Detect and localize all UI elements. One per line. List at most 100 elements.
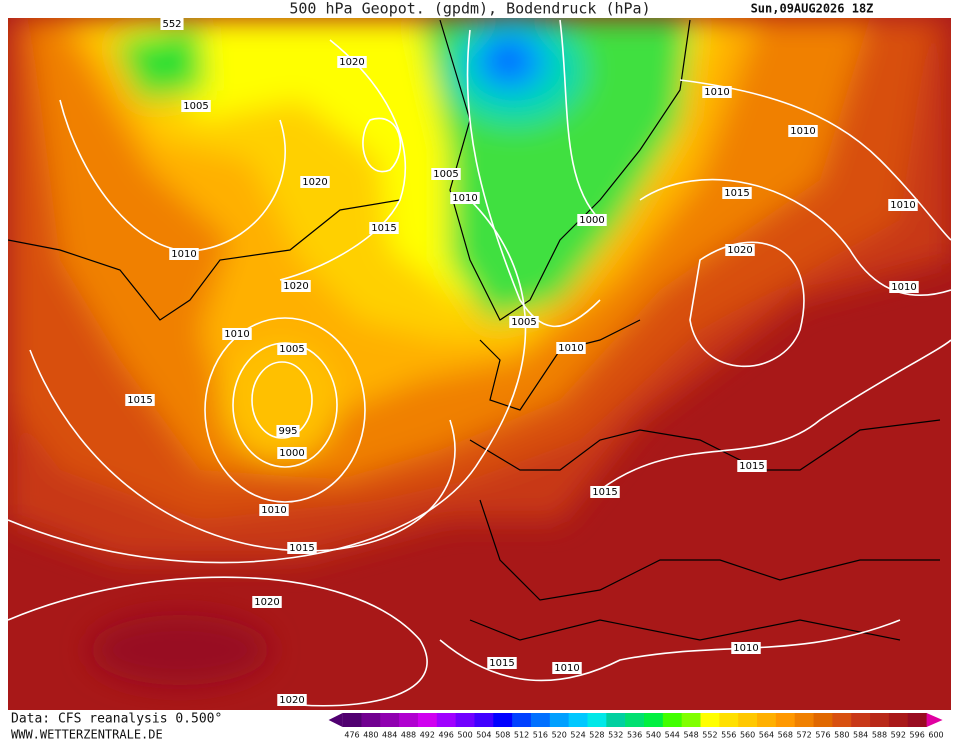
colorbar-tick-label: 532 [608,731,623,740]
isobar-label-box [181,100,211,112]
isobar-label-box [222,328,252,340]
isobar-label-box [590,486,620,498]
website: WWW.WETTERZENTRALE.DE [11,728,163,742]
isobar-label-box [450,192,480,204]
isobar-label-box [276,425,300,437]
colorbar-tick-label: 496 [439,731,454,740]
isobar-label: 1005 [279,344,304,355]
colorbar-tick-label: 548 [683,731,698,740]
isobar-label-box [169,248,199,260]
colorbar-segment [719,713,739,727]
isobar-label: 1010 [554,663,579,674]
colorbar-segment [399,713,419,727]
isobar-label: 1005 [433,169,458,180]
isobar-label: 1010 [452,193,477,204]
isobar-label-box [788,125,818,137]
valid-time: Sun,09AUG2026 18Z [751,2,874,16]
colorbar-tick-label: 588 [872,731,887,740]
data-source: Data: CFS reanalysis 0.500° [11,712,222,727]
colorbar-segment [342,713,362,727]
isobar-label: 1020 [727,245,752,256]
isobar-label-box [737,460,767,472]
colorbar-tick-label: 516 [533,731,548,740]
coastlines [8,19,941,641]
isobar-label: 1010 [558,343,583,354]
colorbar-segment [625,713,645,727]
colorbar-tick-label: 508 [495,731,510,740]
colorbar-tick-label: 596 [910,731,925,740]
isobar-label: 1020 [279,695,304,706]
colorbar-tick-label: 560 [740,731,755,740]
isobar-label-box [556,342,586,354]
colorbar-segment [568,713,588,727]
colorbar-segment [530,713,551,727]
isobar-label: 1020 [283,281,308,292]
colorbar-segment [474,713,494,727]
colorbar-segment [493,713,513,727]
isobar-label: 1020 [339,57,364,68]
colorbar-arrow-left [328,713,343,727]
colorbar-segment [549,713,570,727]
isobar-label: 1010 [733,643,758,654]
isobar-label-box [722,187,752,199]
isobar-label: 1015 [371,223,396,234]
colorbar-tick-label: 564 [759,731,774,740]
isobar-label: 552 [162,19,181,30]
colorbar-tick-label: 484 [382,731,397,740]
colorbar-segment [455,713,475,727]
isobar-label: 1015 [724,188,749,199]
isobar-label-box [487,657,517,669]
colorbar-arrow-right [926,713,943,727]
colorbar-segment [436,713,457,727]
isobar-label-box [702,86,732,98]
colorbar-tick-label: 528 [589,731,604,740]
isobar-label: 1015 [739,461,764,472]
colorbar-segment [361,713,381,727]
colorbar-segment [662,713,683,727]
isobar-label: 995 [278,426,297,437]
isobar-label-box [259,504,289,516]
colorbar-tick-label: 576 [815,731,830,740]
colorbar-segment [606,713,626,727]
colorbar-tick-label: 480 [363,731,378,740]
isobar-label: 1010 [790,126,815,137]
colorbar-segment [380,713,400,727]
colorbar-tick-label: 536 [627,731,642,740]
isobar-label-box [277,447,307,459]
colorbar-tick-label: 540 [646,731,661,740]
isobar-label: 1010 [261,505,286,516]
isobar-label-box [281,280,311,292]
isobar-label: 1010 [890,200,915,211]
colorbar-tick-label: 600 [928,731,943,740]
isobar-label: 1005 [183,101,208,112]
colorbar-segment [794,713,815,727]
isobar-label-box [888,199,918,211]
colorbar-segment [738,713,758,727]
isobar-label-box [125,394,155,406]
colorbar-tick-label: 524 [570,731,585,740]
isobar-label-box [252,596,282,608]
colorbar-tick-label: 492 [420,731,435,740]
isobar-label: 1010 [704,87,729,98]
colorbar-segment [907,713,928,727]
colorbar-segment [757,713,777,727]
colorbar-segment [417,713,438,727]
colorbar-segment [813,713,833,727]
colorbar-tick-label: 580 [834,731,849,740]
colorbar-segment [512,713,532,727]
colorbar-segment [851,713,871,727]
isobar-label-box [300,176,330,188]
isobar-label: 1010 [224,329,249,340]
colorbar-tick-label: 512 [514,731,529,740]
isobar-label: 1015 [127,395,152,406]
isobar-label: 1010 [171,249,196,260]
isobar-label-box [287,542,317,554]
colorbar-segment [681,713,702,727]
isobar-label-box [337,56,367,68]
isobar-label: 1015 [289,543,314,554]
colorbar-segment [775,713,796,727]
isobar-label: 1015 [592,487,617,498]
isobar-label: 1010 [891,282,916,293]
isobar-label: 1005 [511,317,536,328]
